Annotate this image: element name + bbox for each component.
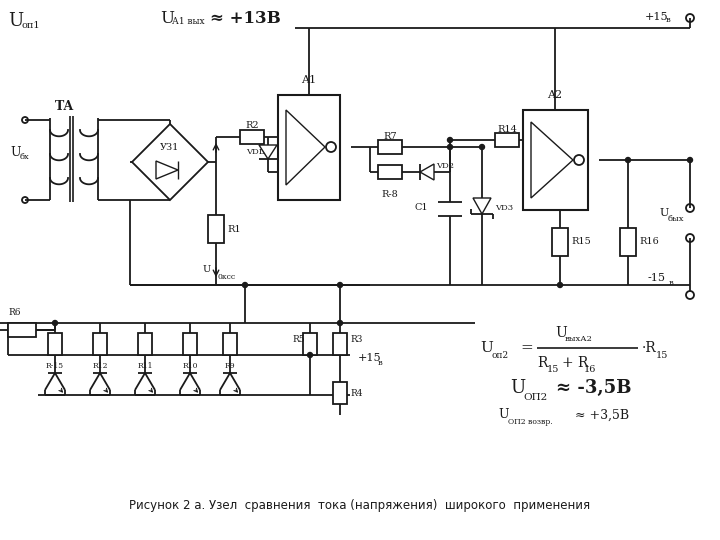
Text: ·R: ·R [642, 341, 657, 355]
Text: VD2: VD2 [436, 162, 454, 170]
Circle shape [338, 282, 343, 287]
Text: VDL: VDL [246, 148, 264, 156]
Bar [278, 95, 340, 200]
Circle shape [243, 282, 248, 287]
Text: 15: 15 [656, 350, 668, 360]
Circle shape [448, 145, 452, 150]
Bar [378, 140, 402, 154]
Text: R-15: R-15 [46, 362, 64, 370]
Text: 0кcc: 0кcc [218, 273, 236, 281]
Circle shape [480, 145, 485, 150]
Text: U: U [203, 266, 211, 274]
Text: R5: R5 [292, 335, 305, 345]
Text: =: = [520, 341, 533, 355]
Bar [378, 165, 402, 179]
Text: в: в [378, 359, 383, 367]
Text: U: U [10, 145, 20, 159]
Text: выхА2: выхА2 [565, 335, 593, 343]
Text: U: U [660, 208, 670, 218]
Text: R-8: R-8 [382, 190, 398, 199]
Text: U: U [498, 408, 508, 422]
Text: 15: 15 [547, 366, 559, 375]
Text: R: R [537, 356, 547, 370]
Text: C1: C1 [415, 204, 428, 213]
Text: ТА: ТА [55, 100, 75, 113]
Bar [523, 110, 588, 210]
Bar [48, 333, 62, 355]
Text: VD3: VD3 [495, 204, 513, 212]
Text: оп1: оп1 [21, 21, 40, 30]
Bar [223, 333, 237, 355]
Text: R2: R2 [246, 121, 258, 130]
Text: ОП2: ОП2 [523, 393, 547, 402]
Text: в: в [669, 279, 674, 287]
Circle shape [307, 353, 312, 357]
Text: R11: R11 [138, 362, 153, 370]
Text: +15: +15 [645, 12, 669, 22]
Bar [620, 228, 636, 256]
Text: R4: R4 [350, 388, 362, 397]
Text: R12: R12 [92, 362, 108, 370]
Text: R14: R14 [497, 125, 517, 134]
Circle shape [448, 138, 452, 143]
Text: R16: R16 [639, 238, 659, 246]
Bar [495, 133, 519, 147]
Text: U: U [480, 341, 493, 355]
Text: бых: бых [668, 215, 685, 223]
Bar [8, 323, 36, 337]
Text: 16: 16 [584, 366, 596, 375]
Text: R3: R3 [350, 335, 362, 345]
Bar [333, 382, 347, 404]
Text: ≈ +13В: ≈ +13В [210, 10, 281, 27]
Text: А1 вых: А1 вых [172, 17, 204, 26]
Bar [552, 228, 568, 256]
Circle shape [557, 282, 562, 287]
Text: ≈ -3,5В: ≈ -3,5В [556, 379, 631, 397]
Text: + R: + R [562, 356, 588, 370]
Text: УЗ1: УЗ1 [161, 144, 180, 152]
Text: R1: R1 [227, 225, 240, 233]
Text: A2: A2 [547, 90, 562, 100]
Text: ОП2 возвр.: ОП2 возвр. [508, 418, 553, 426]
Text: -15: -15 [648, 273, 666, 283]
Text: R15: R15 [571, 238, 590, 246]
Bar [333, 333, 347, 355]
Text: оп2: оп2 [491, 350, 508, 360]
Bar [183, 333, 197, 355]
Circle shape [338, 321, 343, 326]
Text: Рисунок 2 а. Узел  сравнения  тока (напряжения)  широкого  применения: Рисунок 2 а. Узел сравнения тока (напряж… [130, 498, 590, 511]
Text: A1: A1 [302, 75, 317, 85]
Bar [208, 215, 224, 243]
Bar [93, 333, 107, 355]
Bar [303, 333, 317, 355]
Text: U: U [8, 12, 23, 30]
Text: R7: R7 [383, 132, 397, 141]
Text: U: U [555, 326, 567, 340]
Circle shape [53, 321, 58, 326]
Text: R6: R6 [8, 308, 20, 317]
Bar [240, 130, 264, 144]
Circle shape [688, 158, 693, 163]
Text: U: U [510, 379, 526, 397]
Text: R9: R9 [225, 362, 235, 370]
Bar [138, 333, 152, 355]
Text: +15: +15 [358, 353, 382, 363]
Text: R10: R10 [182, 362, 198, 370]
Text: в: в [666, 16, 671, 24]
Text: U: U [160, 10, 174, 27]
Text: ≈ +3,5В: ≈ +3,5В [575, 408, 629, 422]
Circle shape [626, 158, 631, 163]
Text: бх: бх [20, 153, 30, 161]
